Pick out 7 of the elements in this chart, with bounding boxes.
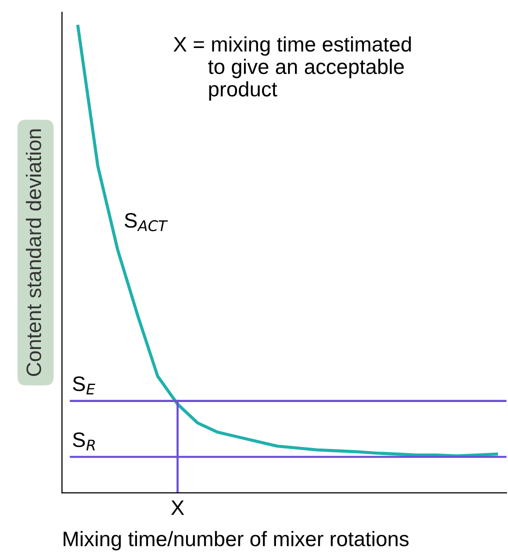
series-label: S$_{ACT}$ (124, 213, 168, 232)
ref-line-label: S$_{E}$ (72, 376, 96, 394)
annotation: X = mixing time estimated to give an acceptable product (174, 36, 411, 101)
x-axis-title: Mixing time/number of mixer rotations (64, 530, 409, 550)
text: X (171, 500, 184, 515)
y-axis-title: Content standard deviation (26, 129, 42, 376)
ref-line-label: S$_{R}$ (72, 432, 95, 450)
